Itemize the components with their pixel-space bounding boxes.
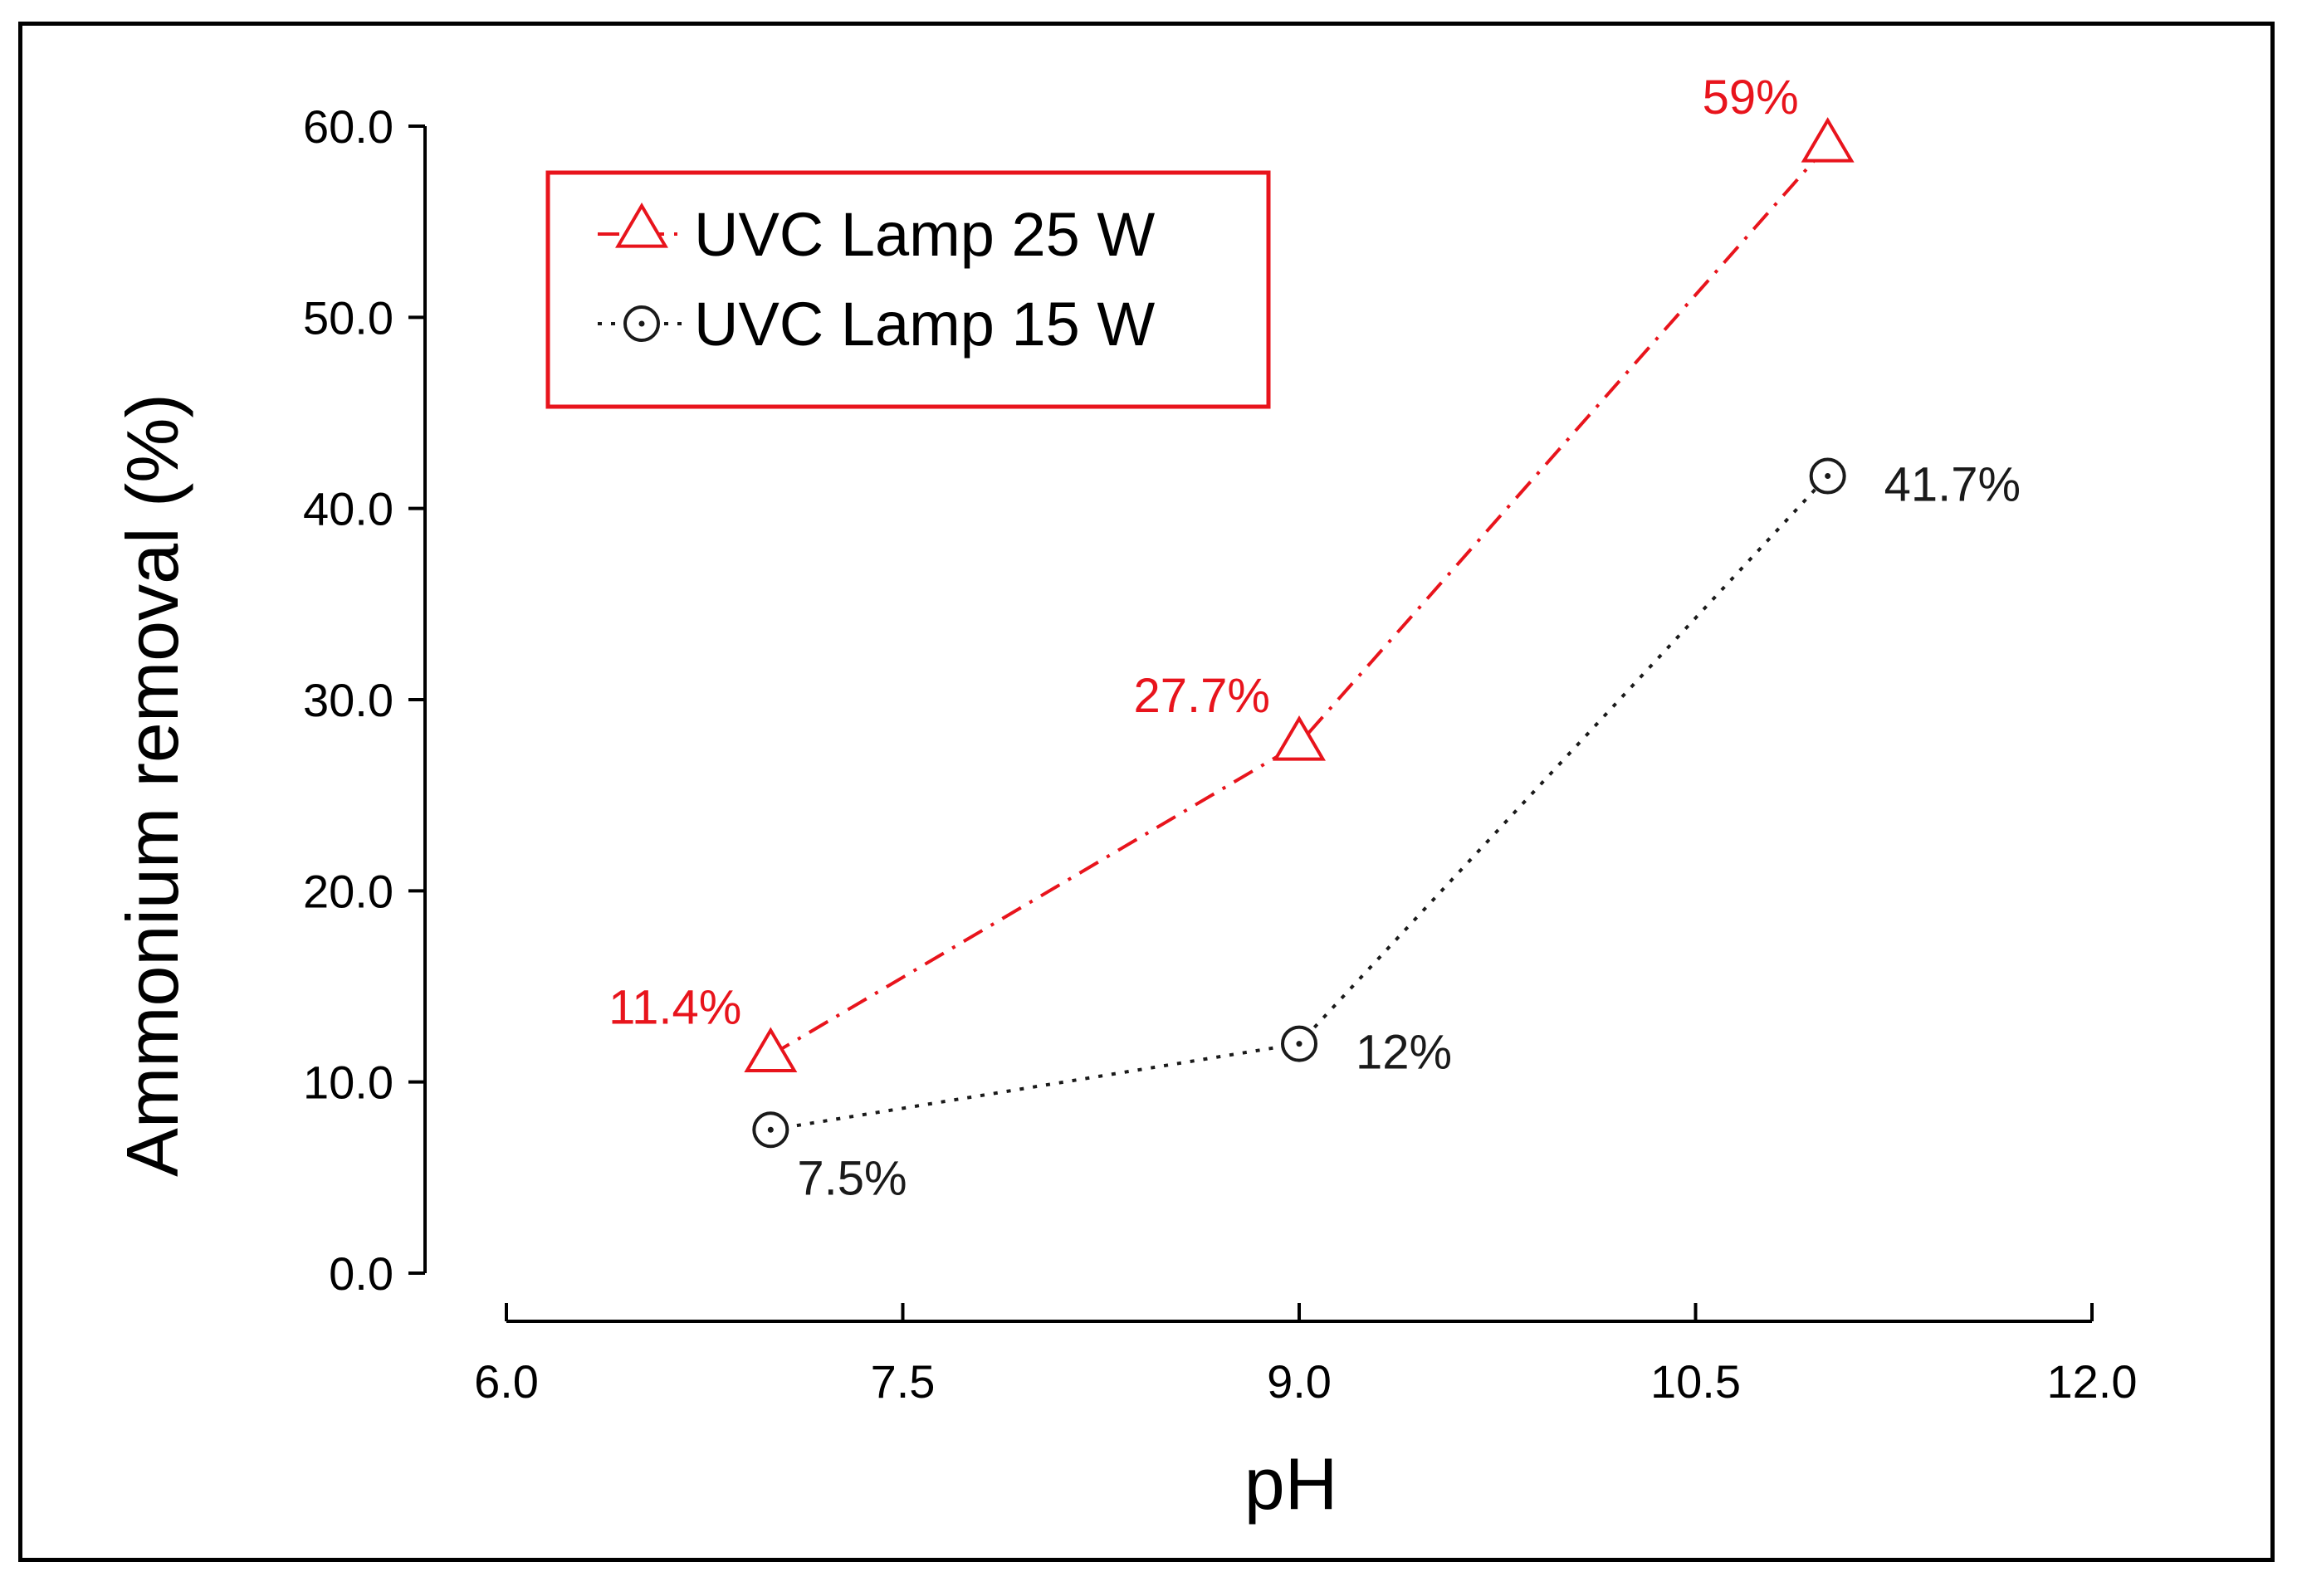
data-point [1804, 120, 1851, 161]
y-tick-label: 10.0 [303, 1057, 393, 1109]
circle-dot-icon [625, 307, 658, 340]
data-label: 7.5% [797, 1151, 907, 1205]
legend: UVC Lamp 25 W UVC Lamp 15 W [548, 173, 1268, 407]
data-label: 12% [1356, 1026, 1452, 1080]
data-point [747, 1030, 794, 1071]
y-tick-label: 40.0 [303, 483, 393, 535]
data-point [1811, 460, 1845, 493]
data-label: 59% [1703, 71, 1799, 124]
y-axis-title: Ammonium removal (%) [111, 393, 193, 1177]
legend-label: UVC Lamp 15 W [694, 290, 1155, 359]
x-tick-label: 12.0 [2047, 1355, 2138, 1408]
marker-dot [639, 321, 645, 327]
marker-dot [1825, 473, 1830, 479]
y-tick-label: 0.0 [329, 1247, 393, 1300]
data-label: 11.4% [608, 980, 741, 1034]
chart: 0.0 10.0 20.0 30.0 40.0 50.0 60.0 6.0 7.5 9.0 10.5… [0, 0, 2302, 1596]
legend-label: UVC Lamp 25 W [694, 200, 1155, 269]
marker-dot [1297, 1041, 1303, 1047]
data-label: 41.7% [1884, 458, 2021, 512]
data-label: 27.7% [1134, 669, 1270, 723]
x-axis-title: pH [1244, 1442, 1338, 1525]
data-point [1283, 1027, 1316, 1061]
data-point [754, 1113, 787, 1146]
y-tick-label: 60.0 [303, 100, 393, 153]
y-tick-label: 20.0 [303, 865, 393, 917]
x-tick-label: 10.5 [1650, 1355, 1741, 1408]
x-tick-label: 7.5 [871, 1355, 936, 1408]
y-tick-label: 30.0 [303, 674, 393, 726]
x-tick-label: 6.0 [474, 1355, 539, 1408]
y-tick-label: 50.0 [303, 291, 393, 344]
marker-dot [768, 1127, 774, 1133]
x-tick-label: 9.0 [1267, 1355, 1332, 1408]
